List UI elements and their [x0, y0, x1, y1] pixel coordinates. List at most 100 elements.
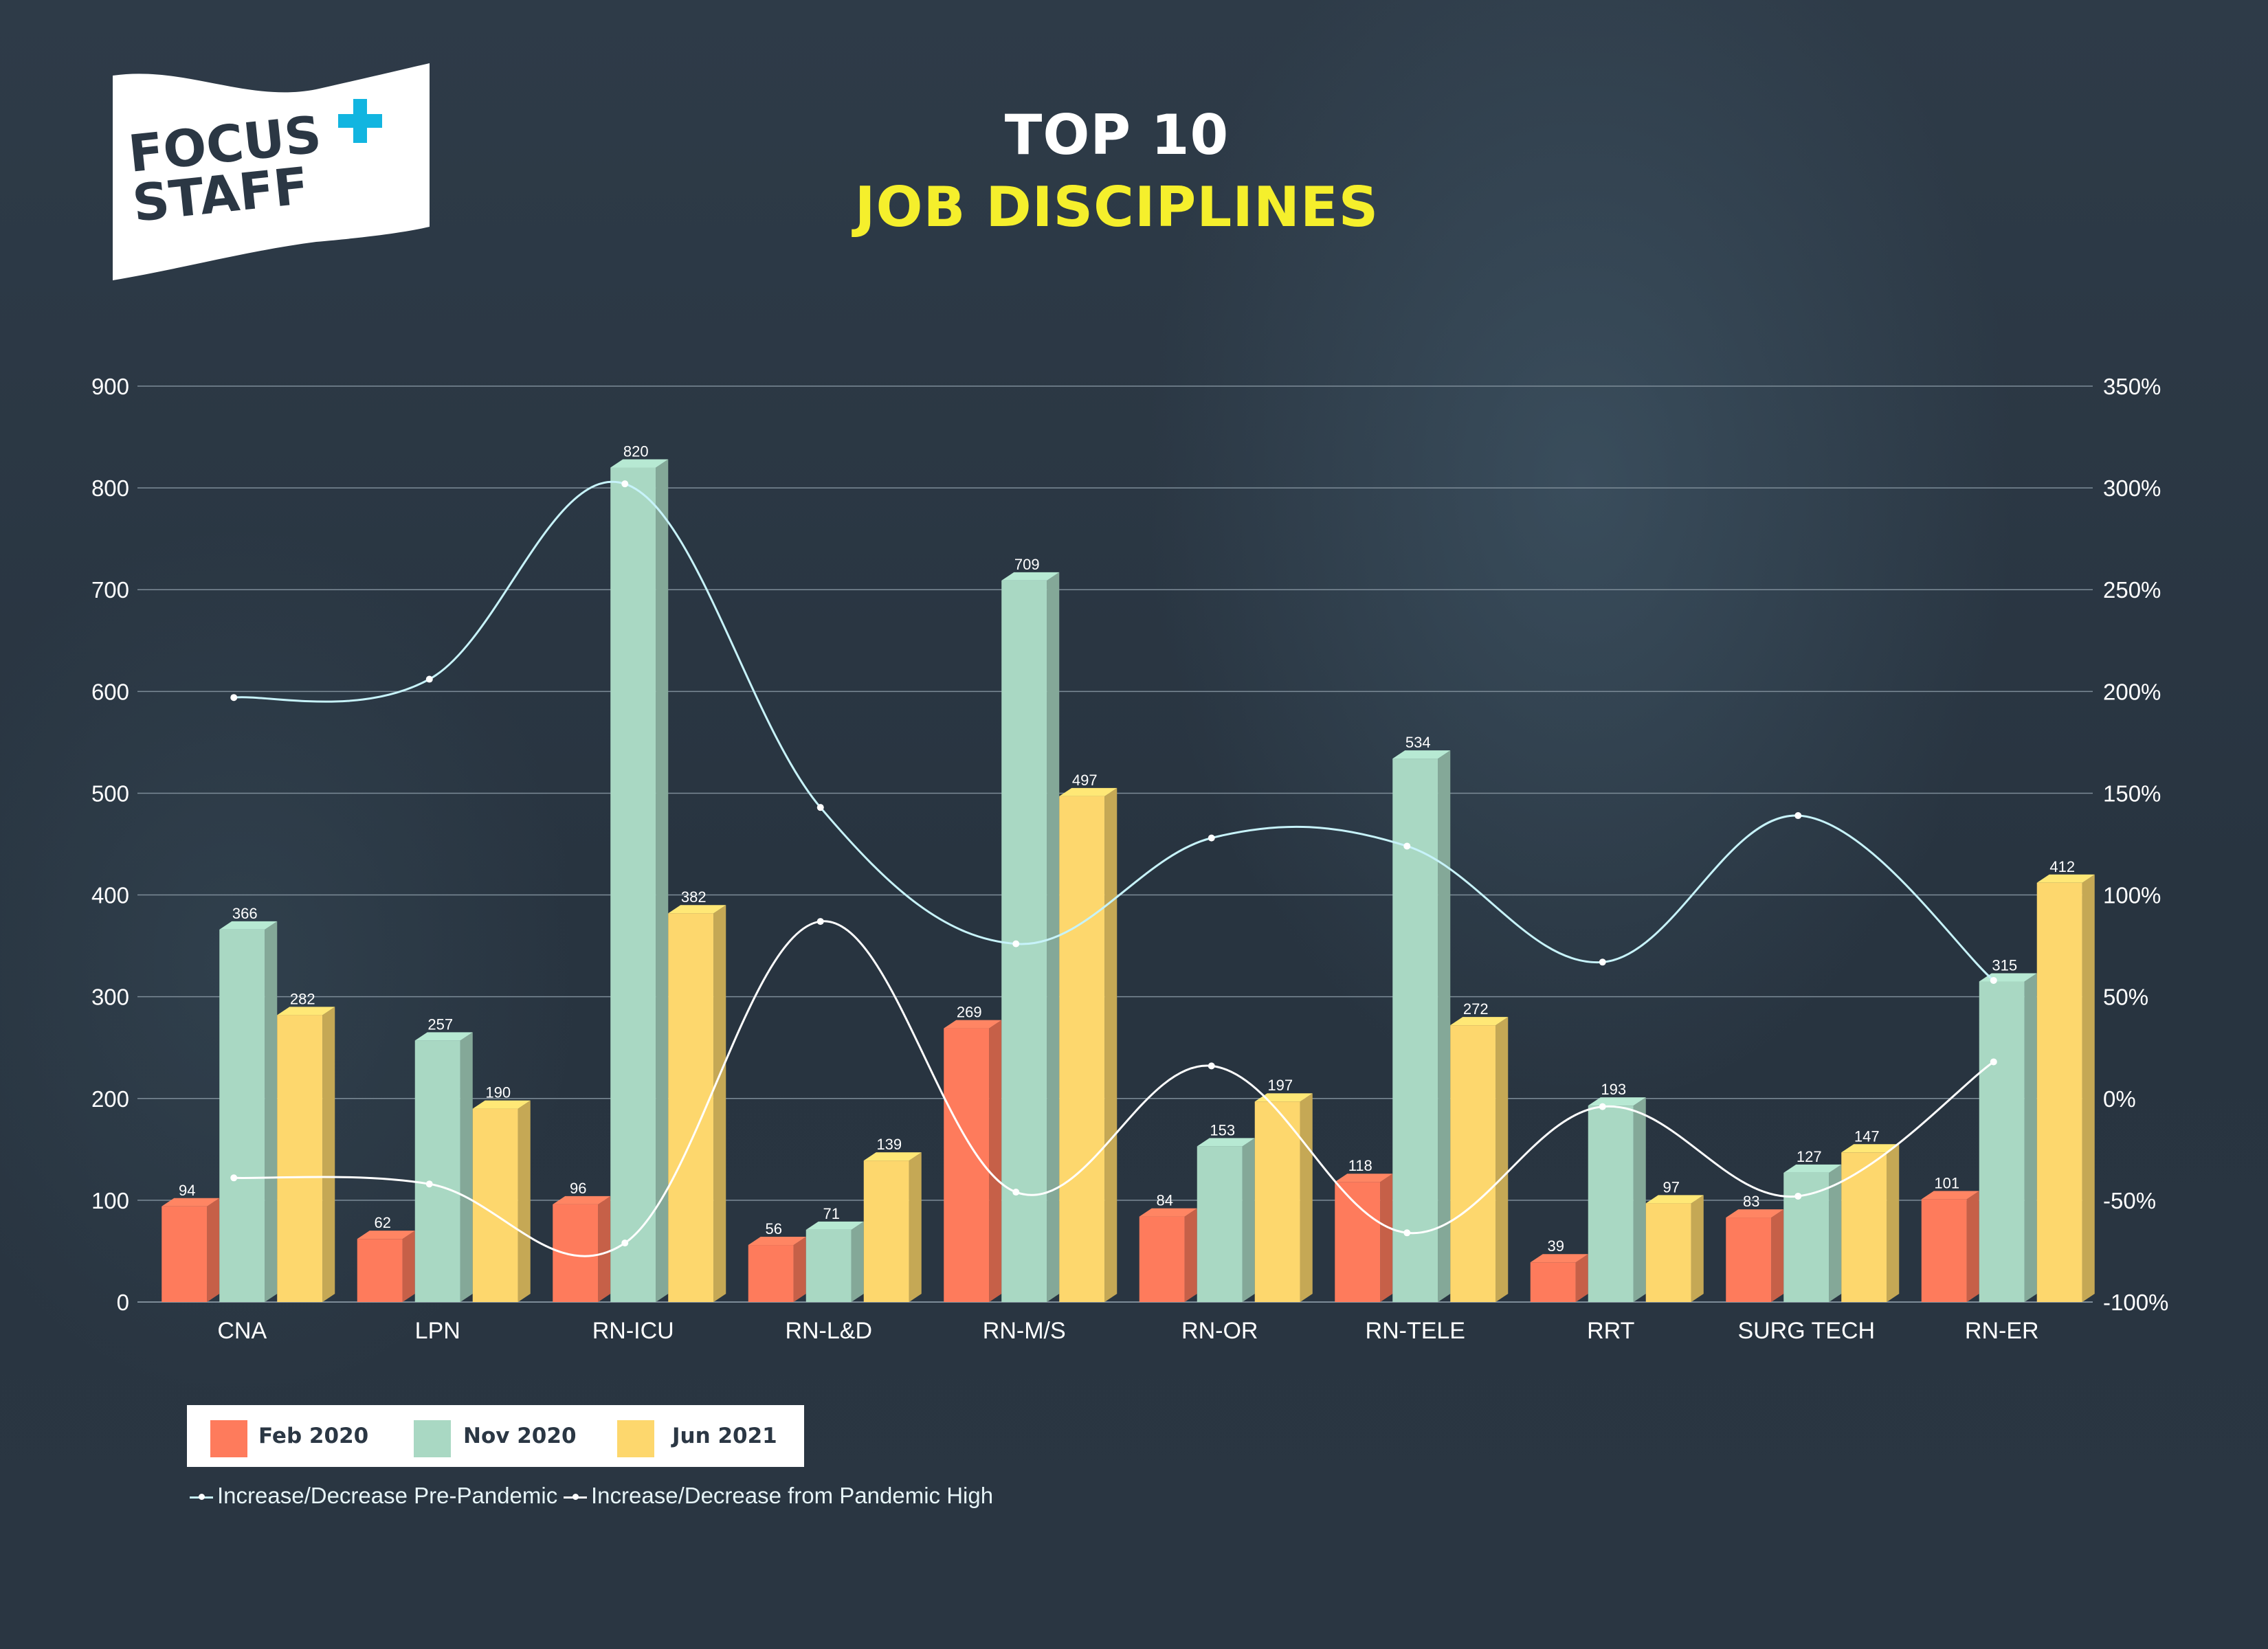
bar-nov-2020-rn-tele	[1392, 750, 1451, 1302]
legend-line-label-pandemic-high: Increase/Decrease from Pandemic High	[591, 1483, 994, 1508]
data-label: 269	[957, 1004, 982, 1021]
x-tick-label: CNA	[217, 1318, 267, 1344]
x-tick-label: RN-L&D	[785, 1318, 872, 1344]
line-point	[425, 675, 433, 683]
line-point	[1208, 1062, 1215, 1070]
legend-swatch-feb-2020	[210, 1420, 247, 1457]
bar-nov-2020-lpn	[414, 1032, 473, 1302]
y-right-tick-label: 350%	[2103, 374, 2161, 399]
data-label: 382	[681, 888, 707, 906]
bar-nov-2020-cna	[219, 921, 278, 1302]
line-point	[621, 480, 629, 488]
line-point	[1012, 940, 1020, 947]
legend-swatch-nov-2020	[414, 1420, 451, 1457]
data-label: 534	[1405, 734, 1431, 751]
legend-line-pre-pandemic: Increase/Decrease Pre-Pandemic	[190, 1483, 557, 1509]
bar-feb-2020-rrt	[1530, 1254, 1588, 1302]
data-label: 366	[232, 905, 258, 922]
bar-nov-2020-rrt	[1588, 1097, 1646, 1302]
data-label: 190	[485, 1084, 511, 1101]
bar-jun-2021-rn-tele	[1450, 1017, 1509, 1302]
data-label: 101	[1934, 1174, 1959, 1191]
bar-feb-2020-rn-or	[1139, 1208, 1197, 1302]
legend-label-jun-2021: Jun 2021	[672, 1424, 777, 1448]
bar-jun-2021-rn-er	[2036, 874, 2095, 1302]
data-label: 315	[1992, 956, 2017, 974]
line-increase-decrease-from-pandemic-high	[234, 920, 1994, 1257]
y-right-tick-label: 250%	[2103, 577, 2161, 603]
y-right-tick-label: 0%	[2103, 1086, 2136, 1112]
y-left-tick-label: 500	[91, 781, 129, 806]
data-label: 820	[623, 442, 649, 460]
x-tick-label: RN-TELE	[1366, 1318, 1465, 1344]
line-point	[1990, 976, 1997, 984]
x-tick-label: SURG TECH	[1737, 1318, 1875, 1344]
bar-jun-2021-rn-icu	[668, 905, 726, 1302]
bar-feb-2020-surg-tech	[1726, 1209, 1784, 1302]
line-point	[230, 694, 238, 702]
data-label: 96	[570, 1180, 586, 1197]
bar-jun-2021-rn-m-s	[1059, 787, 1118, 1302]
data-label: 127	[1797, 1148, 1822, 1165]
data-label: 83	[1743, 1193, 1759, 1210]
data-label: 62	[375, 1214, 391, 1231]
bar-feb-2020-rn-tele	[1335, 1174, 1393, 1302]
legend-line-label-pre-pandemic: Increase/Decrease Pre-Pandemic	[217, 1483, 558, 1508]
bar-jun-2021-rn-l-d	[863, 1152, 922, 1302]
bar-feb-2020-rn-m-s	[944, 1020, 1002, 1302]
y-left-tick-label: 600	[91, 679, 129, 704]
data-label: 272	[1463, 1000, 1489, 1018]
y-right-tick-label: -100%	[2103, 1290, 2168, 1315]
x-tick-label: LPN	[415, 1318, 460, 1344]
x-tick-label: RN-OR	[1181, 1318, 1258, 1344]
x-tick-label: RN-ICU	[592, 1318, 674, 1344]
y-right-tick-label: 200%	[2103, 679, 2161, 704]
y-left-tick-label: 400	[91, 883, 129, 908]
bar-jun-2021-lpn	[472, 1100, 531, 1302]
line-point	[816, 918, 824, 926]
line-point	[1599, 958, 1606, 966]
line-point	[1599, 1103, 1606, 1110]
bar-legend: Feb 2020 Nov 2020 Jun 2021	[187, 1405, 804, 1467]
legend-label-feb-2020: Feb 2020	[258, 1424, 369, 1448]
y-right-tick-label: 300%	[2103, 475, 2161, 501]
focus-staff-logo: FOCUS STAFF	[113, 63, 430, 280]
data-label: 709	[1014, 556, 1040, 573]
data-label: 193	[1601, 1081, 1626, 1098]
bar-jun-2021-cna	[277, 1007, 335, 1302]
line-point	[1794, 812, 1802, 820]
line-point	[1990, 1058, 1997, 1066]
y-left-tick-label: 900	[91, 374, 129, 399]
bar-jun-2021-rn-or	[1254, 1093, 1313, 1302]
data-label: 147	[1854, 1128, 1880, 1145]
data-label: 197	[1267, 1077, 1293, 1094]
line-point	[1012, 1189, 1020, 1196]
line-point	[1403, 842, 1411, 850]
y-left-tick-label: 300	[91, 985, 129, 1010]
data-label: 118	[1348, 1157, 1372, 1174]
data-label: 39	[1548, 1237, 1564, 1255]
line-point	[1403, 1229, 1411, 1237]
bar-nov-2020-rn-er	[1979, 973, 2037, 1302]
logo-plus-icon	[338, 99, 382, 143]
bar-nov-2020-rn-or	[1197, 1138, 1255, 1302]
y-left-tick-label: 700	[91, 577, 129, 603]
y-right-tick-label: -50%	[2103, 1188, 2156, 1213]
y-right-tick-label: 150%	[2103, 781, 2161, 806]
bar-feb-2020-cna	[162, 1198, 220, 1302]
line-point	[230, 1174, 238, 1182]
y-left-tick-label: 100	[91, 1188, 129, 1213]
legend-line-pandemic-high: Increase/Decrease from Pandemic High	[564, 1483, 993, 1509]
line-increase-decrease-pre-pandemic	[234, 480, 1994, 982]
data-label: 97	[1663, 1178, 1680, 1196]
bar-jun-2021-surg-tech	[1841, 1144, 1900, 1302]
data-label: 497	[1072, 772, 1098, 789]
line-point	[621, 1239, 629, 1247]
data-label: 56	[766, 1220, 782, 1237]
bar-nov-2020-rn-m-s	[1001, 572, 1060, 1302]
data-label: 257	[427, 1016, 453, 1033]
bar-feb-2020-rn-l-d	[748, 1237, 806, 1302]
bar-feb-2020-lpn	[357, 1231, 415, 1302]
bar-nov-2020-rn-icu	[610, 459, 669, 1302]
